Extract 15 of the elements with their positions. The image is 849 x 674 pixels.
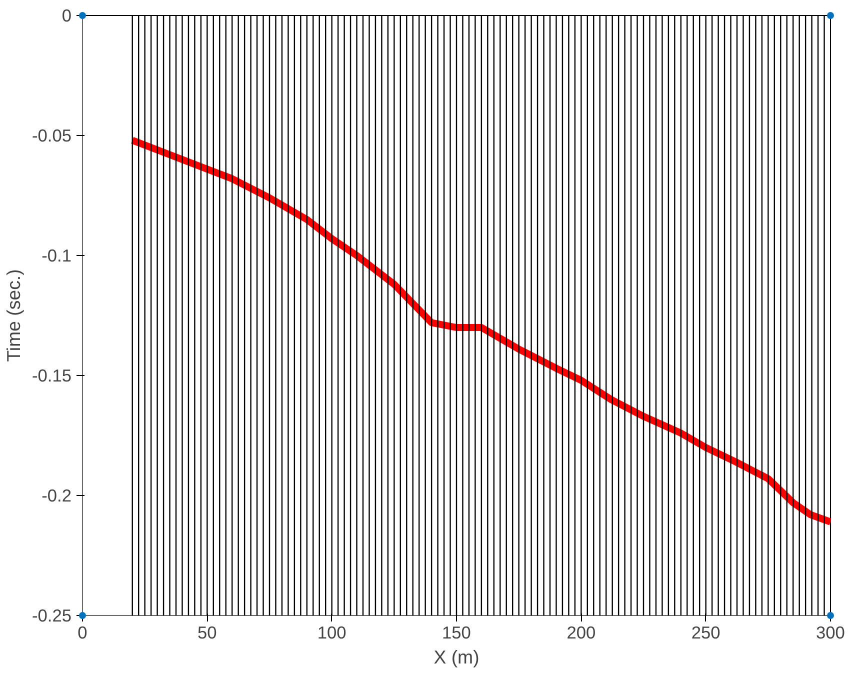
y-tick-label: -0.1 [42,246,72,266]
y-tick-label: 0 [62,6,72,26]
x-tick-label: 250 [691,622,720,642]
x-tick-label: 50 [198,622,217,642]
x-axis-title: X (m) [434,646,480,668]
y-tick-label: -0.05 [32,126,72,146]
x-tick-label: 0 [78,622,88,642]
x-tick-label: 150 [442,622,471,642]
y-tick-label: -0.25 [32,606,72,626]
x-tick-label: 100 [317,622,346,642]
x-tick-label: 300 [816,622,845,642]
x-tick-label: 200 [566,622,596,642]
y-tick-label: -0.2 [42,486,72,506]
y-axis-title: Time (sec.) [3,269,24,362]
y-tick-label: -0.15 [32,366,72,386]
